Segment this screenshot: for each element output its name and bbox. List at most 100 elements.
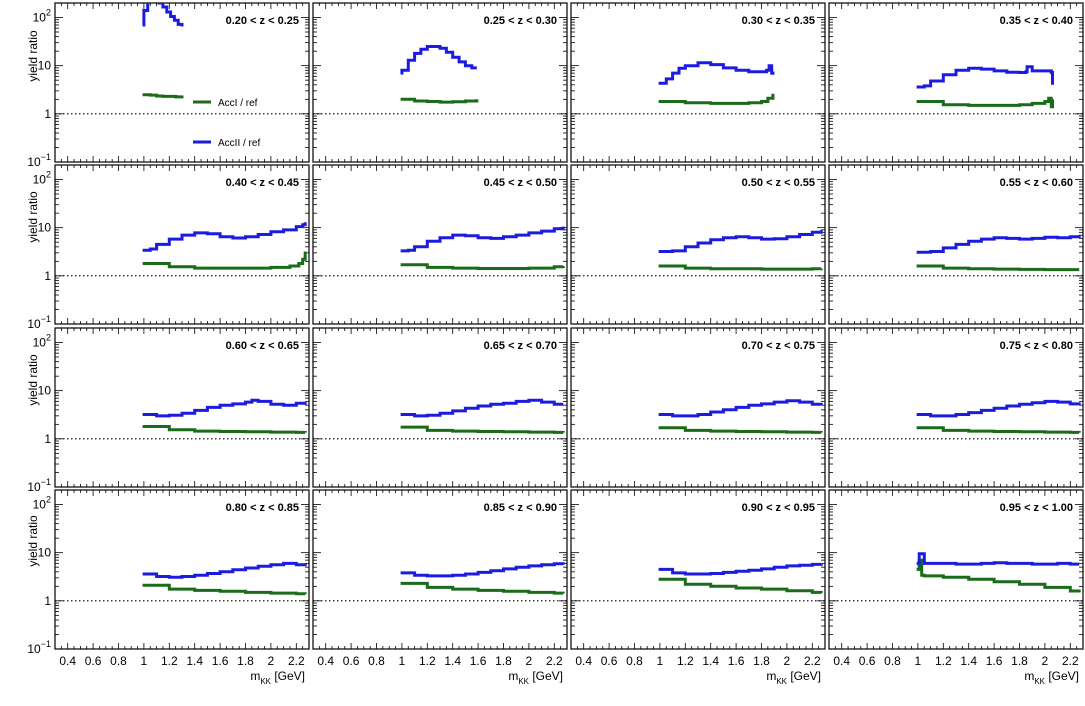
panel: 0.85 < z < 0.90: [312, 489, 568, 650]
series-accii-line: [658, 562, 823, 576]
series-acci-line: [142, 425, 307, 434]
x-tick-label: 2: [526, 654, 533, 668]
panel-label: 0.40 < z < 0.45: [226, 177, 299, 189]
panel: 0.30 < z < 0.35: [570, 2, 826, 163]
legend-label-acci: AccI / ref: [218, 98, 258, 109]
x-tick-label: 2.2: [288, 654, 305, 668]
x-axis-title: mKK [GeV]: [766, 669, 821, 686]
panel: 0.55 < z < 0.60: [828, 164, 1084, 325]
x-tick-label: 1.6: [986, 654, 1003, 668]
series-acci-line: [142, 93, 184, 99]
panel-label: 0.50 < z < 0.55: [742, 177, 815, 189]
y-axis-title: yield ratio: [26, 191, 40, 243]
series-acci-line: [658, 426, 823, 434]
y-tick-label: 1: [44, 432, 51, 446]
x-axis-title: mKK [GeV]: [250, 669, 305, 686]
x-tick-label: 0.4: [575, 654, 592, 668]
x-tick-label: 0.4: [833, 654, 850, 668]
series-accii-line: [400, 45, 477, 75]
x-tick-label: 1.8: [1011, 654, 1028, 668]
series-acci-line: [658, 93, 775, 105]
panel-label: 0.35 < z < 0.40: [1000, 15, 1073, 27]
panel-label: 0.45 < z < 0.50: [484, 177, 557, 189]
panel: 0.95 < z < 1.00: [828, 489, 1084, 650]
panel: 0.70 < z < 0.75: [570, 327, 826, 488]
legend: AccI / ref AccII / ref: [193, 98, 260, 149]
panel-label: 0.30 < z < 0.35: [742, 15, 815, 27]
x-tick-label: 1.4: [702, 654, 719, 668]
y-tick-label: 10: [38, 59, 52, 73]
x-tick-label: 2: [1042, 654, 1049, 668]
y-tick-label: 10: [38, 384, 52, 398]
series-accii-line: [658, 399, 823, 418]
y-tick-label: 10−1: [27, 477, 51, 494]
y-tick-label: 1: [44, 594, 51, 608]
x-tick-label: 0.6: [601, 654, 618, 668]
x-axis-title: mKK [GeV]: [508, 669, 563, 686]
x-axis-title: mKK [GeV]: [1024, 669, 1079, 686]
series-acci-line: [916, 96, 1054, 109]
x-tick-label: 0.6: [343, 654, 360, 668]
x-tick-label: 0.6: [85, 654, 102, 668]
y-tick-label: 102: [33, 7, 51, 24]
panel-grid: 0.20 < z < 0.25 0.25 < z < 0.30 0.30 < z <…: [54, 2, 1084, 650]
series-acci-line: [916, 264, 1080, 272]
x-tick-label: 2.2: [804, 654, 821, 668]
y-tick-label: 102: [33, 169, 51, 186]
x-tick-label: 2: [784, 654, 791, 668]
x-tick-label: 0.8: [884, 654, 901, 668]
x-tick-label: 2: [268, 654, 275, 668]
x-tick-label: 0.6: [859, 654, 876, 668]
x-tick-label: 1.8: [753, 654, 770, 668]
x-tick-label: 1.6: [212, 654, 229, 668]
x-tick-label: 0.4: [317, 654, 334, 668]
series-accii-line: [142, 3, 184, 27]
series-accii-line: [916, 235, 1081, 254]
x-tick-label: 0.4: [59, 654, 76, 668]
series-accii-line: [658, 230, 823, 253]
x-tick-label: 1.4: [186, 654, 203, 668]
series-acci-line: [916, 426, 1081, 434]
panel-label: 0.80 < z < 0.85: [226, 502, 299, 514]
panel-label: 0.60 < z < 0.65: [226, 340, 299, 352]
panel-label: 0.75 < z < 0.80: [1000, 340, 1073, 352]
x-tick-label: 0.8: [368, 654, 385, 668]
y-tick-label: 102: [33, 494, 51, 511]
y-tick-label: 10: [38, 546, 52, 560]
panel: 0.25 < z < 0.30: [312, 2, 568, 163]
x-tick-label: 2.2: [546, 654, 563, 668]
x-tick-label: 1.6: [470, 654, 487, 668]
x-tick-label: 1.2: [161, 654, 178, 668]
legend-label-accii: AccII / ref: [218, 138, 260, 149]
series-accii-line: [400, 562, 565, 578]
panel-label: 0.85 < z < 0.90: [484, 502, 557, 514]
x-tick-label: 1.2: [677, 654, 694, 668]
y-tick-label: 1: [44, 269, 51, 283]
panel-label: 0.20 < z < 0.25: [226, 15, 299, 27]
series-accii-line: [400, 398, 564, 418]
x-tick-label: 1: [915, 654, 922, 668]
y-tick-label: 10: [38, 221, 52, 235]
x-tick-label: 1.8: [237, 654, 254, 668]
series-accii-line: [916, 552, 1080, 566]
panel: 0.40 < z < 0.45: [54, 164, 310, 325]
panel: 0.80 < z < 0.85: [54, 489, 310, 650]
x-tick-label: 1: [141, 654, 148, 668]
panel: 0.90 < z < 0.95: [570, 489, 826, 650]
series-accii-line: [916, 65, 1054, 89]
x-tick-label: 2.2: [1062, 654, 1079, 668]
y-axis-title: yield ratio: [26, 354, 40, 406]
series-acci-line: [142, 251, 307, 270]
series-accii-line: [142, 398, 307, 418]
x-tick-label: 1.4: [960, 654, 977, 668]
series-acci-line: [658, 264, 823, 271]
y-tick-label: 10−1: [27, 314, 51, 331]
series-accii-line: [142, 222, 307, 252]
axis-labels: 10−111010210−111010210−111010210−1110102…: [27, 7, 1079, 686]
panel-label: 0.90 < z < 0.95: [742, 502, 815, 514]
panel: 0.20 < z < 0.25: [54, 2, 310, 163]
x-tick-label: 1.6: [728, 654, 745, 668]
panel: 0.65 < z < 0.70: [312, 327, 568, 488]
x-tick-label: 1: [399, 654, 406, 668]
